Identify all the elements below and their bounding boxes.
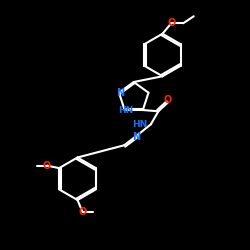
- Text: N: N: [116, 88, 124, 98]
- Text: O: O: [167, 18, 175, 28]
- Text: N: N: [132, 132, 141, 142]
- Text: O: O: [164, 95, 172, 105]
- Text: O: O: [78, 207, 87, 217]
- Text: HN: HN: [118, 106, 134, 115]
- Text: HN: HN: [132, 120, 147, 129]
- Text: O: O: [43, 161, 51, 170]
